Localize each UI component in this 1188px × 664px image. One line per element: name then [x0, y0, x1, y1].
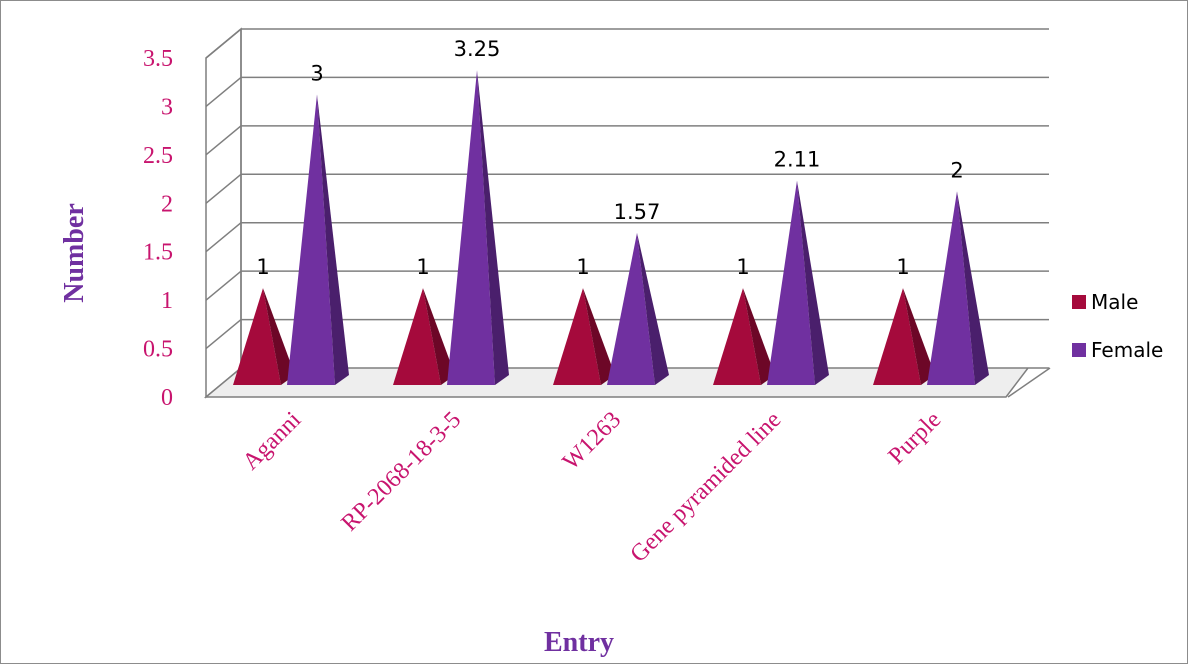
data-label: 1 — [256, 255, 269, 279]
data-label: 1 — [576, 255, 589, 279]
x-tick-label: Gene pyramided line — [626, 407, 787, 568]
data-label: 1.57 — [614, 200, 661, 224]
pyramid-side-female — [637, 232, 669, 385]
pyramid-side-female — [797, 180, 829, 385]
legend-label-male: Male — [1091, 290, 1138, 314]
side-wall — [205, 27, 242, 399]
y-axis-title: Number — [59, 203, 90, 303]
gridline — [205, 173, 242, 204]
x-tick-label: W1263 — [558, 407, 626, 475]
y-tick-label: 2 — [161, 191, 173, 217]
x-axis-title: Entry — [544, 627, 614, 658]
data-label: 1 — [736, 255, 749, 279]
pyramid-bar-female — [447, 70, 495, 385]
x-tick-label: RP-2068-18-3-5 — [337, 407, 467, 537]
data-label: 3.25 — [454, 37, 501, 61]
gridline — [205, 28, 242, 59]
y-tick-label: 1.5 — [143, 240, 173, 266]
legend-swatch-female — [1072, 343, 1086, 357]
pyramid-bar-male — [393, 288, 441, 385]
gridline — [205, 222, 242, 253]
data-label: 3 — [310, 61, 323, 85]
gridline — [205, 270, 242, 301]
pyramid-bar-female — [927, 191, 975, 385]
pyramid-bar-female — [767, 180, 815, 385]
y-tick-label: 0 — [161, 385, 173, 411]
data-labels: 1 3 1 3.25 1 1.57 1 2.11 1 2 — [256, 37, 963, 279]
data-label: 2 — [950, 158, 963, 182]
x-tick-label: Aganni — [238, 407, 307, 476]
legend-label-female: Female — [1091, 338, 1163, 362]
legend-swatch-male — [1072, 295, 1086, 309]
y-tick-label: 2.5 — [143, 143, 173, 169]
pyramid-side-male — [583, 288, 615, 385]
pyramid-bar-female — [287, 94, 335, 385]
y-tick-label: 1 — [161, 288, 173, 314]
y-tick-label: 0.5 — [143, 337, 173, 363]
gridline — [205, 76, 242, 108]
data-label: 1 — [416, 255, 429, 279]
y-tick-labels: 0 0.5 1 1.5 2 2.5 3 3.5 — [143, 46, 173, 411]
x-tick-labels: Aganni RP-2068-18-3-5 W1263 Gene pyramided … — [238, 407, 946, 568]
pyramid-bar-male — [873, 288, 921, 385]
pyramid-side-male — [263, 288, 295, 385]
gridline — [205, 318, 242, 350]
pyramid-side-male — [903, 288, 935, 385]
pyramid-side-male — [743, 288, 775, 385]
pyramid-side-female — [957, 191, 989, 385]
pyramid-side-female — [317, 94, 349, 385]
pyramid-bar-male — [233, 288, 281, 385]
x-tick-label: Purple — [884, 407, 947, 470]
pyramid-bars — [233, 70, 989, 385]
y-tick-label: 3 — [161, 94, 173, 120]
pyramid-side-female — [477, 70, 509, 385]
pyramid-side-male — [423, 288, 455, 385]
floor-edge — [1007, 367, 1051, 398]
data-label: 1 — [896, 255, 909, 279]
gridline — [205, 125, 242, 156]
pyramid-bar-male — [713, 288, 761, 385]
data-label: 2.11 — [774, 148, 821, 172]
y-tick-label: 3.5 — [143, 46, 173, 72]
gridlines — [205, 28, 1049, 350]
pyramid-bar-female — [607, 232, 655, 385]
pyramid-bar-male — [553, 288, 601, 385]
legend: Male Female — [1072, 290, 1163, 362]
